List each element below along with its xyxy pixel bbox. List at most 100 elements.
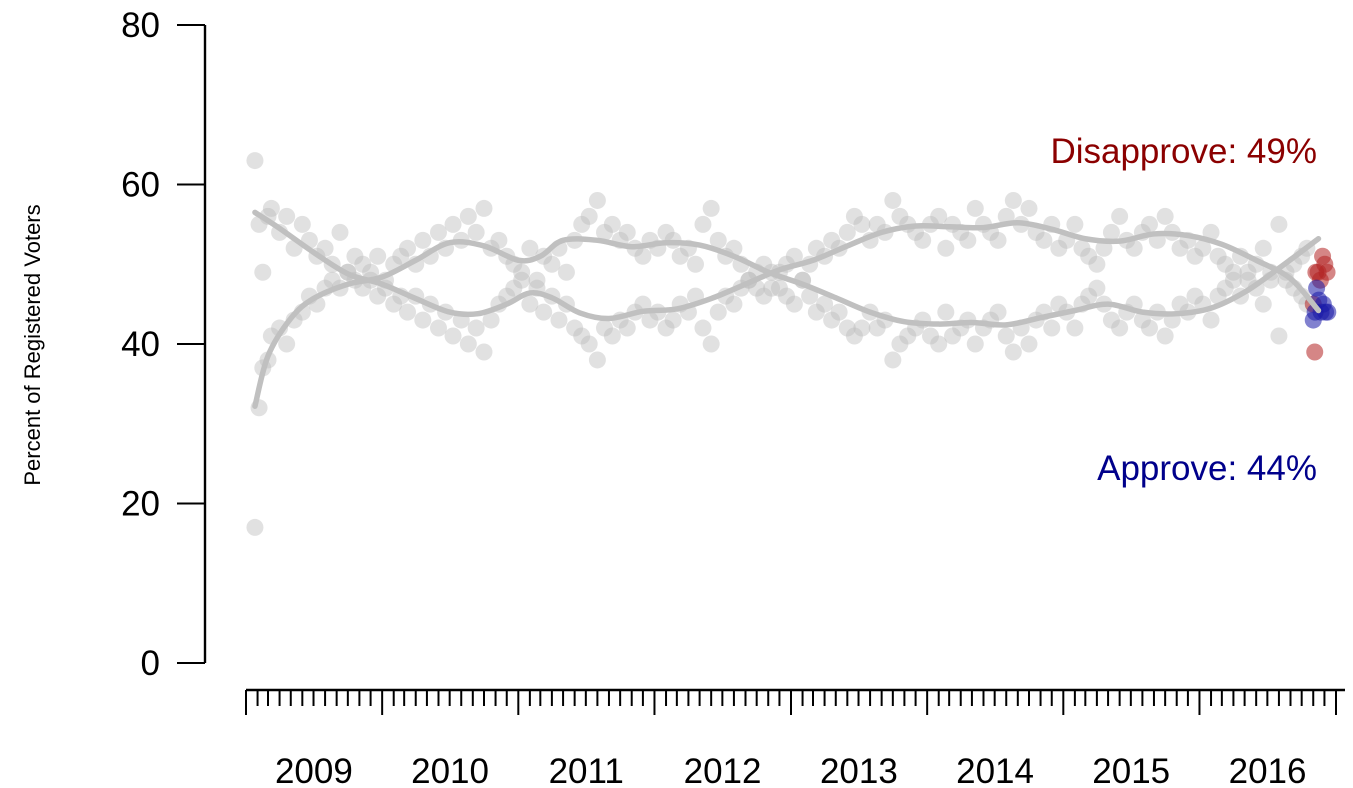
approve-polls-point — [1209, 287, 1227, 305]
disapprove-polls-point — [989, 231, 1007, 249]
approve-polls-point — [459, 335, 477, 353]
approve-polls-point — [709, 303, 727, 321]
approve-polls-point — [475, 343, 493, 361]
y-axis: 0 20 40 60 80 — [121, 6, 207, 683]
approve-polls-point — [1140, 319, 1158, 337]
disapprove-polls-point — [763, 279, 781, 297]
disapprove-polls-point — [354, 255, 372, 273]
disapprove-polls-point — [838, 223, 856, 241]
disapprove-polls-point — [467, 223, 485, 241]
approve-polls-point — [702, 335, 720, 353]
approve-polls-point — [944, 327, 962, 345]
disapprove-polls-point — [1194, 239, 1212, 257]
disapprove-polls-point — [490, 231, 508, 249]
disapprove-polls-point — [369, 247, 387, 265]
approve-polls-point — [1216, 279, 1234, 297]
disapprove-polls-point — [1004, 191, 1022, 209]
disapprove-polls-point — [444, 215, 462, 233]
approve-annotation: Approve: 44% — [1097, 449, 1317, 488]
approve-polls-point — [1066, 319, 1084, 337]
approve-polls-point — [816, 295, 834, 313]
approve-polls-point — [573, 327, 591, 345]
approve-polls-point — [1254, 295, 1272, 313]
disapprove-polls-point — [595, 223, 613, 241]
disapprove-polls-point — [1073, 239, 1091, 257]
approve-polls-point — [1043, 319, 1061, 337]
annotations: Disapprove: 49% Approve: 44% — [1050, 132, 1317, 488]
disapprove-polls-point — [278, 335, 296, 353]
approve-polls-point — [588, 351, 606, 369]
disapprove-polls-point — [513, 263, 531, 281]
disapprove-polls-point — [1171, 239, 1189, 257]
approve-polls-point — [513, 271, 531, 289]
x-tick-label: 2009 — [275, 752, 353, 788]
disapprove-polls-point — [1216, 255, 1234, 273]
approve-polls-point — [694, 319, 712, 337]
approve-polls-point — [1080, 287, 1098, 305]
approve-polls-point — [618, 319, 636, 337]
approve-polls-point — [482, 311, 500, 329]
approve-polls-point — [823, 311, 841, 329]
disapprove-polls-point — [1156, 207, 1174, 225]
approve-polls-point — [1004, 343, 1022, 361]
disapprove-polls-point — [580, 207, 598, 225]
disapprove-polls-point — [930, 207, 948, 225]
disapprove-annotation: Disapprove: 49% — [1050, 132, 1317, 171]
approve-polls-point — [346, 247, 364, 265]
approve-polls-point — [801, 287, 819, 305]
disapprove-polls-point — [1111, 207, 1129, 225]
approve-polls-point — [1088, 279, 1106, 297]
approve-polls-point — [254, 263, 272, 281]
disapprove-polls-point — [868, 215, 886, 233]
approve-polls-point — [838, 319, 856, 337]
disapprove-polls-point — [845, 207, 863, 225]
approve-polls-point — [1186, 287, 1204, 305]
disapprove-recent-point — [1318, 263, 1336, 281]
approve-polls-point — [399, 303, 417, 321]
approve-polls-point — [1270, 327, 1288, 345]
x-tick-label: 2016 — [1229, 752, 1307, 788]
disapprove-polls-point — [246, 518, 264, 536]
approve-polls-point — [884, 351, 902, 369]
y-axis-label: Percent of Registered Voters — [20, 204, 45, 485]
approve-polls-point — [922, 327, 940, 345]
disapprove-polls-point — [634, 247, 652, 265]
approve-polls-point — [641, 311, 659, 329]
approve-polls-point — [725, 295, 743, 313]
approve-polls-point — [1133, 311, 1151, 329]
disapprove-polls-point — [521, 239, 539, 257]
disapprove-polls-point — [687, 255, 704, 273]
disapprove-polls-point — [853, 215, 871, 233]
trend-lines — [252, 209, 1322, 409]
approve-polls-point — [429, 319, 447, 337]
approve-polls-point — [937, 303, 955, 321]
approve-polls-point — [1020, 335, 1038, 353]
approve-polls-point — [899, 327, 917, 345]
approve-polls-point — [369, 287, 387, 305]
y-tick-label: 40 — [121, 325, 160, 364]
approve-polls-point — [580, 335, 598, 353]
approve-polls-point — [868, 319, 886, 337]
approve-polls-point — [467, 319, 485, 337]
approve-polls-point — [1171, 295, 1189, 313]
disapprove-polls-point — [557, 263, 575, 281]
disapprove-polls-point — [702, 199, 720, 217]
approve-polls-point — [1050, 295, 1068, 313]
approve-polls-point — [664, 311, 682, 329]
disapprove-polls-point — [671, 247, 689, 265]
y-tick-label: 60 — [121, 166, 160, 205]
disapprove-polls-point — [1270, 215, 1288, 233]
approve-polls-point — [930, 335, 948, 353]
disapprove-polls-point — [1050, 239, 1068, 257]
approve-polls-point — [785, 295, 803, 313]
approve-polls-point — [830, 303, 848, 321]
disapprove-polls-point — [528, 271, 546, 289]
disapprove-polls-point — [429, 223, 447, 241]
approve-polls-point — [1224, 271, 1242, 289]
disapprove-polls-point — [1102, 223, 1120, 241]
approve-polls-point — [1202, 311, 1220, 329]
approve-recent-point — [1319, 303, 1337, 321]
disapprove-recent-point — [1306, 343, 1324, 361]
approve-trend-line — [252, 235, 1322, 409]
approve-polls-point — [997, 327, 1015, 345]
